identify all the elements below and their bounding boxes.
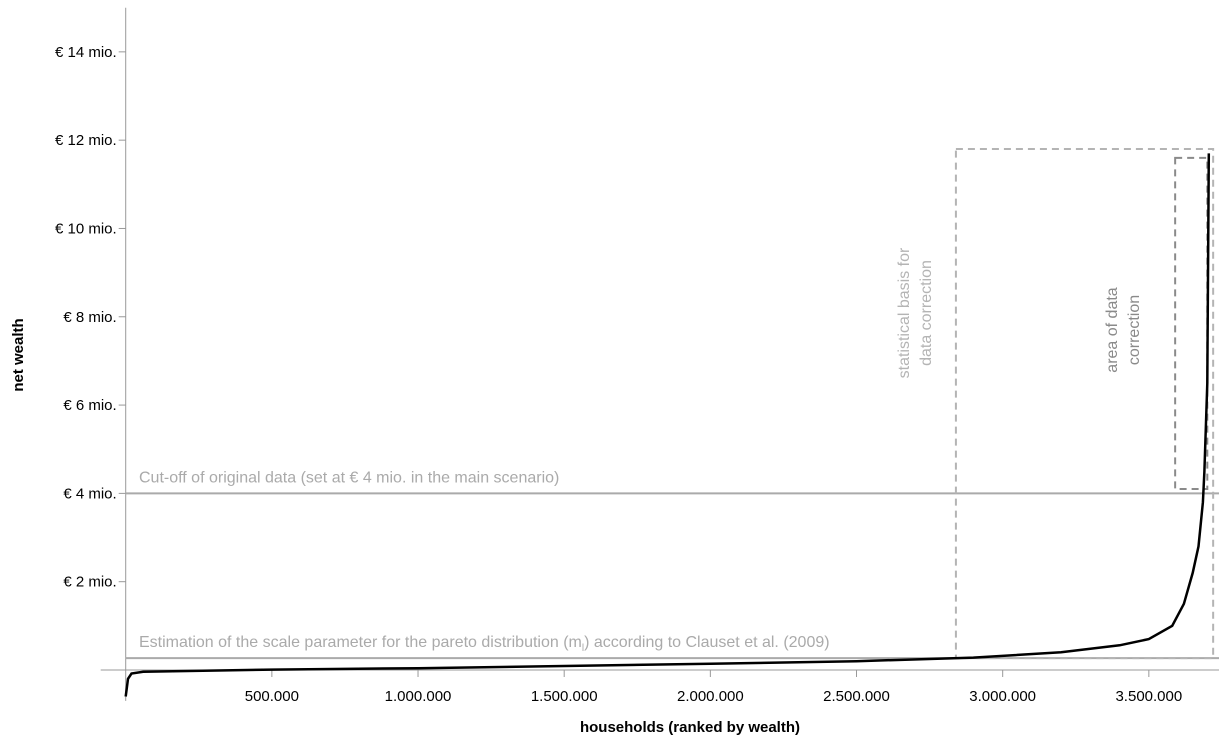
y-tick-label: € 10 mio.: [55, 220, 117, 237]
x-tick-label: 500.000: [245, 688, 299, 705]
reference-label: Cut-off of original data (set at € 4 mio…: [139, 469, 559, 486]
y-tick-label: € 6 mio.: [63, 397, 116, 414]
x-axis-label: households (ranked by wealth): [580, 719, 800, 736]
x-tick-label: 2.500.000: [823, 688, 890, 705]
reference-label: Estimation of the scale parameter for th…: [139, 634, 830, 654]
y-axis-label: net wealth: [10, 318, 27, 391]
y-tick-label: € 12 mio.: [55, 132, 117, 149]
region-box: [1174, 156, 1209, 490]
x-tick-label: 1.000.000: [385, 688, 452, 705]
label-text: Estimation of the scale parameter for th…: [139, 634, 582, 651]
y-tick-label: € 8 mio.: [63, 309, 116, 326]
region-label: correction: [1126, 295, 1143, 365]
x-tick-label: 3.000.000: [969, 688, 1036, 705]
region-label: area of data: [1104, 287, 1121, 373]
x-tick-label: 2.000.000: [677, 688, 744, 705]
region-box: [954, 147, 1215, 660]
y-tick-label: € 14 mio.: [55, 44, 117, 61]
x-tick-label: 1.500.000: [531, 688, 598, 705]
y-tick-label: € 2 mio.: [63, 574, 116, 591]
label-subscript: l: [582, 643, 584, 654]
y-tick-label: € 4 mio.: [63, 485, 116, 502]
region-label: data correction: [918, 260, 935, 366]
region-label: statistical basis for: [896, 247, 913, 378]
label-text: ) according to Clauset et al. (2009): [584, 634, 829, 651]
x-tick-label: 3.500.000: [1115, 688, 1182, 705]
data-line: [124, 153, 1211, 697]
